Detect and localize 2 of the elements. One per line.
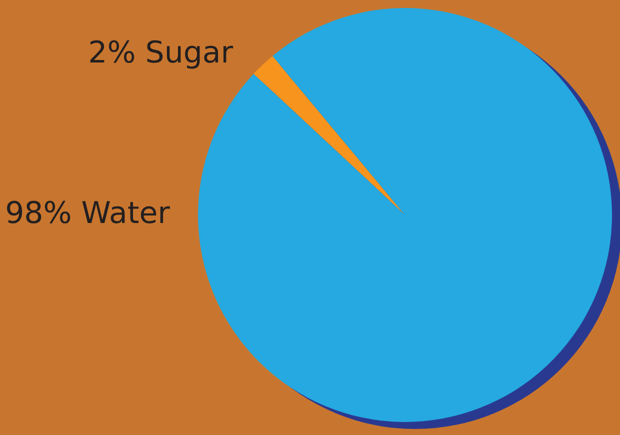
slice-label: 2% Sugar [88,36,234,71]
slice-label: 98% Water [5,196,171,231]
